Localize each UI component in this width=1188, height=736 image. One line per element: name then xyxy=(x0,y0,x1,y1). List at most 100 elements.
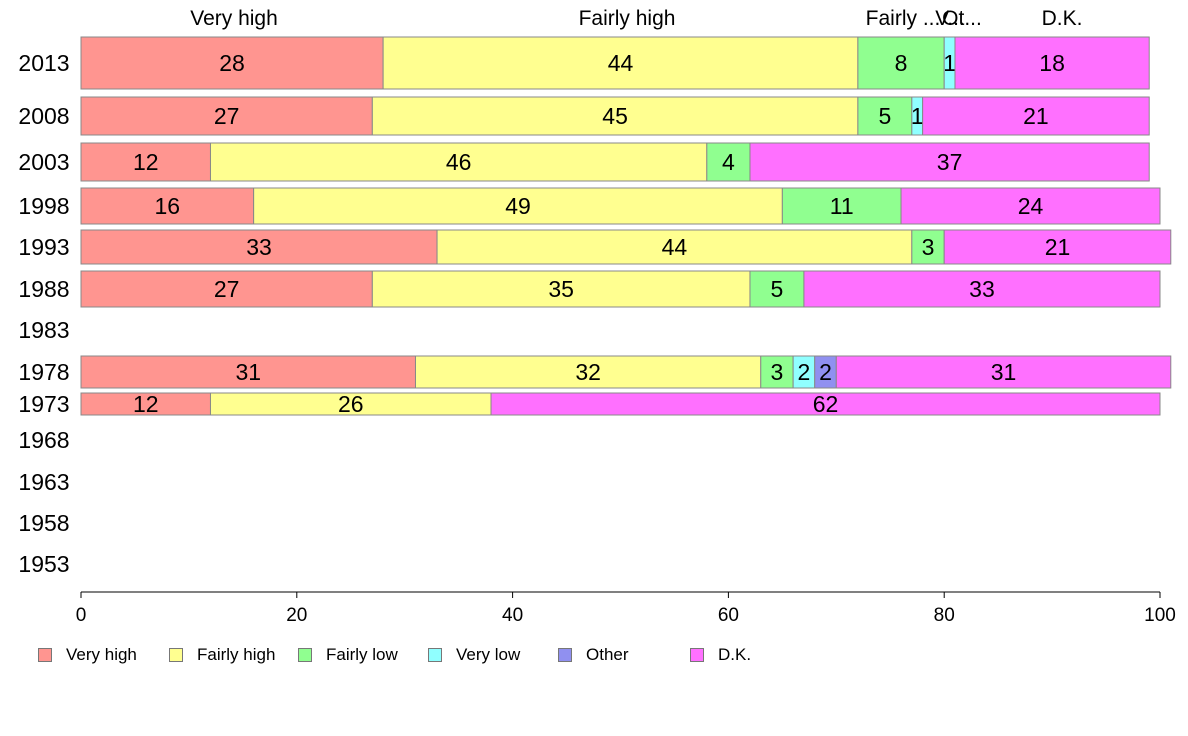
data-label-1973-0: 12 xyxy=(133,391,159,417)
category-label-1968: 1968 xyxy=(18,427,69,453)
bar-2008-fairly-high xyxy=(371,96,859,136)
bar-1998-dk xyxy=(900,187,1161,225)
data-label-2003-0: 12 xyxy=(133,149,159,175)
category-label-1983: 1983 xyxy=(18,317,69,343)
legend-label: Very high xyxy=(66,645,137,664)
legend-swatch xyxy=(690,648,704,662)
category-label-1978: 1978 xyxy=(18,359,69,385)
legend-swatch xyxy=(169,648,183,662)
top-label-3: V... xyxy=(935,7,965,30)
data-label-1978-0: 31 xyxy=(235,359,261,385)
bar-1993-fairly-high xyxy=(436,229,913,265)
data-label-1978-4: 2 xyxy=(819,359,832,385)
data-label-2008-1: 45 xyxy=(602,103,628,129)
data-label-1988-0: 27 xyxy=(214,276,240,302)
data-label-1998-0: 16 xyxy=(155,193,181,219)
category-label-1988: 1988 xyxy=(18,276,69,302)
legend: Very high Fairly high Fairly low Very low Ot… xyxy=(38,645,1138,665)
bar-2008-fairly-low xyxy=(857,96,913,136)
bar-2008-dk xyxy=(922,96,1150,136)
data-label-2013-1: 44 xyxy=(608,50,634,76)
category-label-2013: 2013 xyxy=(18,50,69,76)
data-label-2013-5: 18 xyxy=(1039,50,1065,76)
data-label-2008-3: 1 xyxy=(911,103,924,129)
x-tick-label-0: 0 xyxy=(76,605,87,626)
x-tick-label-100: 100 xyxy=(1144,605,1176,626)
x-tick-label-40: 40 xyxy=(502,605,523,626)
bar-1988-very-high xyxy=(80,270,373,308)
legend-item-very-high: Very high xyxy=(38,645,137,665)
bar-2013-fairly-high xyxy=(382,36,859,90)
top-label-4: Ot... xyxy=(942,7,982,30)
data-label-1988-1: 35 xyxy=(548,276,574,302)
data-label-2003-1: 46 xyxy=(446,149,472,175)
data-label-1978-3: 2 xyxy=(798,359,811,385)
bar-1978-fairly-high xyxy=(414,355,762,389)
bar-1993-fairly-low xyxy=(911,229,945,265)
data-label-2003-5: 37 xyxy=(937,149,963,175)
data-label-1993-2: 3 xyxy=(922,234,935,260)
x-tick-label-80: 80 xyxy=(934,605,955,626)
category-label-1973: 1973 xyxy=(18,391,69,417)
data-label-1978-1: 32 xyxy=(575,359,601,385)
category-label-1998: 1998 xyxy=(18,193,69,219)
bar-1993-very-high xyxy=(80,229,438,265)
legend-item-other: Other xyxy=(558,645,629,665)
bar-1998-fairly-low xyxy=(781,187,902,225)
legend-item-dk: D.K. xyxy=(690,645,751,665)
data-label-1988-5: 33 xyxy=(969,276,995,302)
bar-1998-very-high xyxy=(80,187,255,225)
bar-2013-dk xyxy=(954,36,1150,90)
legend-label: Other xyxy=(586,645,629,664)
category-label-1993: 1993 xyxy=(18,234,69,260)
legend-swatch xyxy=(298,648,312,662)
bar-2008-very-high xyxy=(80,96,373,136)
data-label-1973-1: 26 xyxy=(338,391,364,417)
data-label-1993-5: 21 xyxy=(1045,234,1071,260)
x-tick-label-20: 20 xyxy=(286,605,307,626)
bar-2003-very-high xyxy=(80,142,211,182)
data-label-1973-5: 62 xyxy=(813,391,839,417)
data-label-1998-1: 49 xyxy=(505,193,531,219)
data-label-2013-2: 8 xyxy=(895,50,908,76)
legend-item-fairly-high: Fairly high xyxy=(169,645,275,665)
data-label-1978-2: 3 xyxy=(771,359,784,385)
data-label-1978-5: 31 xyxy=(991,359,1017,385)
legend-label: Very low xyxy=(456,645,521,664)
bar-2003-fairly-low xyxy=(706,142,751,182)
category-label-2008: 2008 xyxy=(18,103,69,129)
bar-1993-dk xyxy=(943,229,1172,265)
legend-label: Fairly high xyxy=(197,645,276,664)
category-label-1953: 1953 xyxy=(18,551,69,577)
top-label-5: D.K. xyxy=(1042,7,1083,30)
top-label-2: Fairly ... xyxy=(866,7,941,30)
data-label-2008-5: 21 xyxy=(1023,103,1049,129)
data-label-1998-2: 11 xyxy=(830,193,854,219)
legend-swatch xyxy=(38,648,52,662)
bar-2003-dk xyxy=(749,142,1150,182)
data-label-1993-1: 44 xyxy=(662,234,688,260)
bar-1988-fairly-low xyxy=(749,270,805,308)
x-tick-label-60: 60 xyxy=(718,605,739,626)
legend-label: D.K. xyxy=(718,645,752,664)
data-label-1998-5: 24 xyxy=(1018,193,1044,219)
category-label-1963: 1963 xyxy=(18,469,69,495)
data-label-2008-0: 27 xyxy=(214,103,240,129)
data-label-1993-0: 33 xyxy=(246,234,272,260)
top-label-0: Very high xyxy=(190,7,278,30)
legend-label: Fairly low xyxy=(326,645,398,664)
data-label-2013-3: 1 xyxy=(943,50,956,76)
legend-swatch xyxy=(428,648,442,662)
category-label-2003: 2003 xyxy=(18,149,69,175)
data-label-2003-2: 4 xyxy=(722,149,735,175)
legend-swatch xyxy=(558,648,572,662)
top-label-1: Fairly high xyxy=(579,7,676,30)
data-label-2013-0: 28 xyxy=(219,50,245,76)
legend-item-very-low: Very low xyxy=(428,645,520,665)
bar-1978-dk xyxy=(835,355,1172,389)
bar-1978-very-high xyxy=(80,355,416,389)
bar-1973-dk xyxy=(490,392,1161,416)
legend-item-fairly-low: Fairly low xyxy=(298,645,398,665)
category-label-1958: 1958 xyxy=(18,510,69,536)
